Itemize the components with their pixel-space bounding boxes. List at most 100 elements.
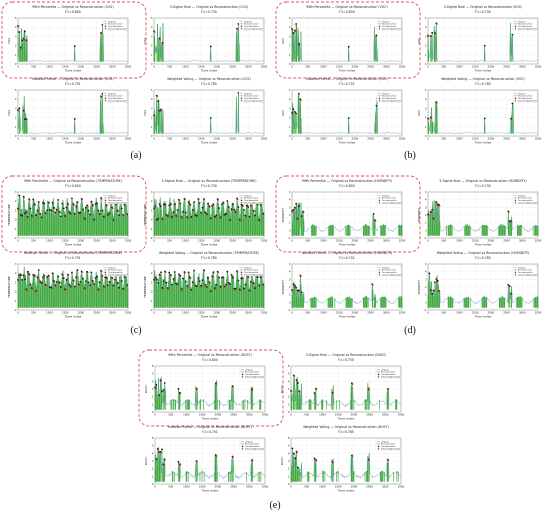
- marker-detected-anomaly: [100, 96, 103, 98]
- y-tick-label: 4: [15, 97, 17, 101]
- marker-true-anomaly: [262, 212, 265, 215]
- marker-true-anomaly: [98, 281, 101, 284]
- marker-detected-anomaly: [239, 219, 242, 222]
- x-tick-label: 2000: [214, 137, 221, 141]
- x-tick-label: 2000: [351, 413, 358, 417]
- marker-true-anomaly: [209, 116, 212, 119]
- subplot-title: Isolation Forest — Original vs Reconstru…: [24, 251, 122, 255]
- legend-label: Reconstruction: [518, 23, 533, 26]
- marker-true-anomaly: [59, 215, 62, 218]
- marker-true-anomaly: [171, 216, 173, 218]
- marker-detected-anomaly: [159, 110, 161, 113]
- marker-detected-anomaly: [23, 275, 25, 277]
- marker-true-anomaly: [24, 278, 26, 281]
- legend-label: Detected Anomalies: [381, 448, 400, 451]
- marker-true-anomaly: [101, 209, 104, 212]
- x-tick-label: 1000: [320, 65, 327, 69]
- marker-true-anomaly: [54, 284, 57, 287]
- y-axis-label: HUMIDITY: [281, 279, 285, 294]
- legend-swatch: [378, 28, 381, 30]
- y-axis-label: HUMIDITY: [281, 207, 285, 222]
- x-tick-label: 2000: [78, 311, 85, 315]
- y-tick-label: 1: [15, 280, 17, 284]
- subplot-title: 99th Percentile — Original vs Reconstruc…: [306, 5, 388, 9]
- marker-detected-anomaly: [162, 218, 164, 221]
- marker-true-anomaly: [154, 205, 157, 208]
- marker-detected-anomaly: [51, 287, 53, 290]
- y-tick-label: 3: [152, 387, 154, 391]
- legend-label: Original: [244, 194, 252, 197]
- marker-true-anomaly: [218, 276, 220, 279]
- series-original: [291, 202, 403, 233]
- y-tick-label: 1: [152, 474, 154, 478]
- marker-detected-anomaly: [206, 286, 208, 289]
- marker-true-anomaly: [297, 466, 299, 469]
- marker-true-anomaly: [123, 204, 126, 206]
- marker-true-anomaly: [347, 117, 350, 120]
- subplot-f1: F1=0.800: [65, 184, 81, 188]
- x-tick-label: 1000: [320, 311, 327, 315]
- y-tick-label: 4: [289, 97, 291, 101]
- subplot-f1: F1=0.800: [339, 184, 355, 188]
- marker-detected-anomaly: [31, 215, 34, 218]
- series-original: [427, 200, 539, 233]
- marker-true-anomaly: [243, 208, 245, 211]
- x-tick-label: 3500: [399, 137, 406, 141]
- legend-label: True Anomalies: [244, 97, 258, 100]
- marker-detected-anomaly: [220, 217, 222, 219]
- marker-true-anomaly: [51, 272, 54, 275]
- x-tick-label: 500: [305, 137, 310, 141]
- marker-true-anomaly: [294, 457, 297, 460]
- marker-true-anomaly: [82, 277, 84, 280]
- x-axis-label: Time Index: [64, 141, 82, 145]
- marker-true-anomaly: [24, 118, 26, 121]
- marker-detected-anomaly: [153, 115, 156, 117]
- subplot-title: Weighted Voting — Original vs Reconstruc…: [167, 77, 251, 81]
- marker-detected-anomaly: [26, 40, 28, 42]
- marker-detected-anomaly: [203, 198, 206, 201]
- marker-detected-anomaly: [214, 288, 217, 290]
- x-tick-label: 0: [154, 413, 156, 417]
- marker-detected-anomaly: [510, 293, 513, 296]
- y-tick-label: 1: [151, 280, 153, 284]
- marker-detected-anomaly: [430, 211, 433, 214]
- x-axis-label: Time Index: [474, 69, 492, 73]
- legend-label: Original: [108, 92, 116, 95]
- y-axis-label: CO2: [143, 110, 147, 116]
- marker-detected-anomaly: [302, 211, 305, 214]
- legend-swatch: [377, 448, 380, 450]
- legend-label: Reconstruction: [381, 371, 396, 374]
- y-tick-label: 0: [425, 228, 427, 232]
- subplot-f1: F1=0.730: [475, 184, 491, 188]
- x-tick-label: 1000: [319, 413, 326, 417]
- marker-true-anomaly: [508, 285, 511, 288]
- marker-true-anomaly: [176, 283, 179, 286]
- marker-detected-anomaly: [209, 282, 211, 284]
- marker-true-anomaly: [229, 283, 232, 286]
- marker-detected-anomaly: [196, 460, 198, 463]
- x-tick-label: 1000: [46, 239, 53, 243]
- marker-true-anomaly: [65, 279, 68, 281]
- legend-label: True Anomalies: [244, 25, 258, 28]
- marker-true-anomaly: [298, 92, 300, 95]
- marker-true-anomaly: [173, 271, 176, 273]
- marker-detected-anomaly: [231, 209, 233, 211]
- y-axis-label: DUST: [280, 457, 284, 465]
- series-original: [427, 101, 539, 135]
- legend-label: Detected Anomalies: [381, 376, 400, 379]
- x-tick-label: 3000: [383, 311, 390, 315]
- marker-true-anomaly: [209, 45, 212, 48]
- marker-true-anomaly: [262, 283, 265, 286]
- marker-true-anomaly: [73, 45, 76, 48]
- marker-detected-anomaly: [258, 285, 261, 287]
- marker-detected-anomaly: [109, 213, 111, 215]
- series-original: [154, 376, 266, 408]
- y-tick-label: -1: [424, 236, 427, 240]
- x-tick-label: 1000: [456, 239, 463, 243]
- legend-label: Reconstruction: [108, 197, 123, 200]
- x-tick-label: 2500: [503, 137, 510, 141]
- marker-true-anomaly: [43, 202, 46, 205]
- legend-label: Reconstruction: [518, 197, 533, 200]
- x-tick-label: 3000: [383, 137, 390, 141]
- marker-true-anomaly: [223, 213, 226, 216]
